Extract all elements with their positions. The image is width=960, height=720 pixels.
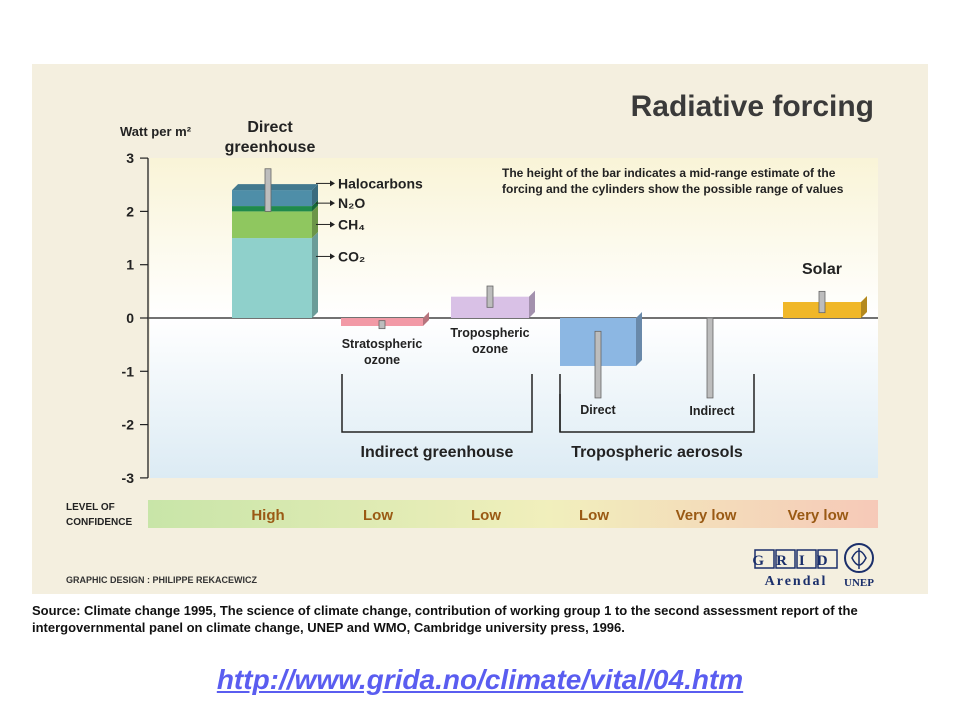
note-line-1: The height of the bar indicates a mid-ra…	[502, 166, 836, 180]
confidence-values: High Low Low Low Very low Very low	[251, 507, 848, 524]
unep-logo: UNEP	[844, 543, 874, 589]
range-cylinder	[264, 168, 272, 212]
confidence-label-line-2: CONFIDENCE	[66, 517, 132, 528]
stack-top	[232, 184, 318, 191]
grid-arendal-logo: GRID Arendal	[752, 549, 839, 589]
arrow-head-icon	[330, 253, 335, 260]
confidence-value: Low	[579, 507, 609, 524]
bar-label: Indirect	[689, 404, 735, 418]
source-url-link[interactable]: http://www.grida.no/climate/vital/04.htm	[216, 664, 744, 695]
group-label: Tropospheric aerosols	[571, 444, 743, 461]
bar-label: Tropospheric	[450, 326, 529, 340]
chart-title: Radiative forcing	[631, 90, 874, 123]
design-credit: GRAPHIC DESIGN : PHILIPPE REKACEWICZ	[66, 575, 258, 585]
arrow-head-icon	[330, 180, 335, 187]
logo-grid-text: GRID	[752, 553, 839, 569]
range-cylinder	[706, 317, 714, 399]
radiative-forcing-chart: Radiative forcing Watt per m² The height…	[66, 90, 878, 589]
bar-side	[861, 296, 867, 318]
segment-label: Halocarbons	[338, 175, 423, 191]
confidence-band	[148, 500, 878, 528]
bar-side	[423, 312, 429, 326]
y-axis-label: Watt per m²	[120, 124, 192, 139]
arrow-head-icon	[330, 221, 335, 228]
arrow-head-icon	[330, 200, 335, 207]
y-tick-label: 3	[126, 150, 134, 166]
stack-segment-0	[232, 238, 312, 318]
bar-side	[529, 290, 535, 318]
logo-arendal-text: Arendal	[765, 574, 828, 589]
bar-label: Direct	[247, 119, 293, 136]
range-cylinder	[594, 330, 602, 399]
range-cylinder	[818, 290, 826, 314]
group-brackets: Indirect greenhouse Tropospheric aerosols	[341, 374, 755, 461]
confidence-value: High	[251, 507, 284, 524]
bar-label: ozone	[472, 342, 508, 356]
stack-segment-3	[232, 190, 312, 207]
y-tick-label: 1	[126, 257, 134, 273]
y-tick-label: -3	[122, 470, 135, 486]
y-tick-label: 0	[126, 310, 134, 326]
bar-label: Direct	[580, 403, 616, 417]
confidence-value: Low	[471, 507, 501, 524]
logo-unep-text: UNEP	[844, 577, 874, 589]
segment-label: CO₂	[338, 248, 365, 264]
bar-labels: CO₂ CH₄ N₂O Halocarbons Direct greenhouse Stra…	[225, 119, 842, 418]
group-label: Indirect greenhouse	[361, 444, 514, 461]
confidence-value: Very low	[676, 507, 737, 524]
note-line-2: forcing and the cylinders show the possi…	[502, 182, 844, 196]
stack-segment-3-side	[312, 184, 318, 207]
confidence-label-line-1: LEVEL OF	[66, 502, 115, 513]
stack-segment-0-side	[312, 232, 318, 318]
segment-label: N₂O	[338, 195, 365, 211]
chart-panel: Radiative forcing Watt per m² The height…	[32, 64, 928, 594]
plot-lower-bg	[150, 318, 878, 478]
y-tick-label: -2	[122, 417, 135, 433]
range-cylinder	[486, 285, 494, 308]
y-tick-label: 2	[126, 203, 134, 219]
confidence-value: Very low	[788, 507, 849, 524]
group-bracket	[341, 374, 533, 433]
source-citation: Source: Climate change 1995, The science…	[32, 603, 858, 635]
stack-segment-1	[232, 211, 312, 239]
y-tick-label: -1	[122, 363, 135, 379]
stack-segment-1-side	[312, 205, 318, 239]
bar-label: Solar	[802, 261, 842, 278]
bar-label: ozone	[364, 353, 400, 367]
range-cylinder	[378, 320, 386, 330]
bar-label: greenhouse	[225, 139, 316, 156]
bars	[232, 168, 867, 399]
bar-side	[636, 312, 642, 366]
unep-emblem-icon	[844, 543, 874, 573]
confidence-value: Low	[363, 507, 393, 524]
segment-label: CH₄	[338, 216, 365, 232]
bar-label: Stratospheric	[342, 337, 423, 351]
stack-segment-2	[232, 206, 312, 212]
